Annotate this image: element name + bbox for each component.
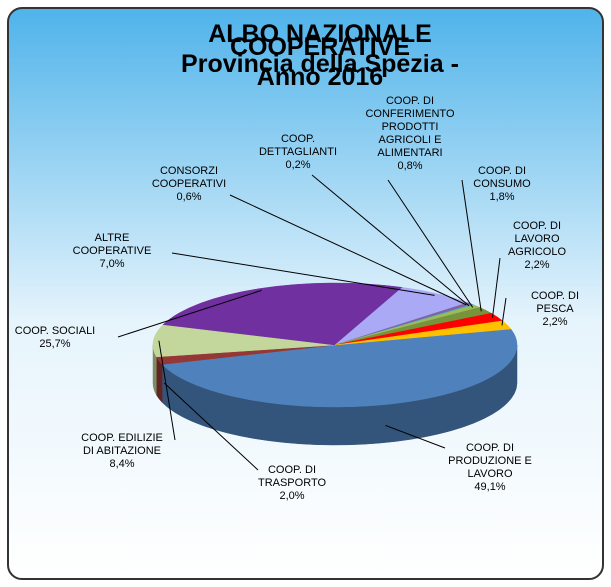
slice-label: COOP. DI TRASPORTO 2,0% (258, 464, 326, 503)
value-label: 2,0% (279, 490, 305, 502)
slice-label: CONSORZI COOPERATIVI 0,6% (152, 165, 226, 204)
leader-line (311, 174, 470, 307)
category-label: COOP. DETTAGLIANTI (258, 133, 338, 158)
slice (152, 324, 336, 358)
slice-label: COOP. DI CONFERIMENTO PRODOTTI AGRICOLI … (365, 95, 454, 173)
slice-label: COOP. EDILIZIE DI ABITAZIONE 8,4% (81, 432, 163, 471)
slice (161, 328, 518, 408)
category-label: COOP. DI CONFERIMENTO PRODOTTI AGRICOLI … (365, 95, 455, 159)
leader-line (229, 194, 467, 306)
value-label: 8,4% (109, 458, 135, 470)
slice-label: COOP. DI LAVORO AGRICOLO 2,2% (508, 220, 566, 272)
leader-line (163, 382, 259, 471)
slice (162, 282, 403, 346)
leader-line (501, 297, 507, 326)
leader-line (117, 289, 262, 338)
leader-line (158, 340, 176, 441)
leader-line (491, 257, 501, 318)
slice-label: ALTRE COOPERATIVE 7,0% (73, 232, 152, 271)
category-label: CONSORZI COOPERATIVI (151, 165, 227, 190)
chart-subtitle: Provincia della Spezia - Anno 2016 (181, 50, 459, 91)
leader-line (461, 179, 482, 312)
value-label: 25,7% (39, 338, 71, 350)
slice-label: COOP. DI PESCA 2,2% (527, 290, 583, 329)
slice-label: COOP. DI PRODUZIONE E LAVORO 49,1% (448, 442, 532, 494)
category-label: COOP. DI PESCA (530, 290, 580, 315)
value-label: 0,2% (285, 159, 311, 171)
value-label: 7,0% (99, 258, 125, 270)
chart-title: ALBO NAZIONALE COOPERATIVE (208, 20, 432, 61)
slice-label: COOP. SOCIALI 25,7% (15, 325, 96, 351)
category-label: ALTRE COOPERATIVE (72, 232, 152, 257)
category-label: COOP. DI CONSUMO (473, 165, 531, 190)
leader-line (385, 424, 446, 449)
category-label: COOP. DI LAVORO AGRICOLO (507, 220, 567, 258)
value-label: 0,6% (176, 191, 202, 203)
value-label: 0,8% (397, 160, 423, 172)
slice-label: COOP. DETTAGLIANTI 0,2% (259, 133, 337, 172)
category-label: COOP. DI PRODUZIONE E LAVORO (448, 442, 532, 480)
value-label: 2,2% (524, 259, 550, 271)
slice-label: COOP. DI CONSUMO 1,8% (473, 165, 530, 204)
value-label: 49,1% (474, 481, 506, 493)
leader-line (171, 252, 435, 296)
leader-line (387, 179, 474, 308)
category-label: COOP. EDILIZIE DI ABITAZIONE (81, 432, 163, 457)
category-label: COOP. SOCIALI (14, 325, 96, 337)
value-label: 1,8% (489, 191, 515, 203)
category-label: COOP. DI TRASPORTO (257, 464, 327, 489)
value-label: 2,2% (542, 316, 568, 328)
